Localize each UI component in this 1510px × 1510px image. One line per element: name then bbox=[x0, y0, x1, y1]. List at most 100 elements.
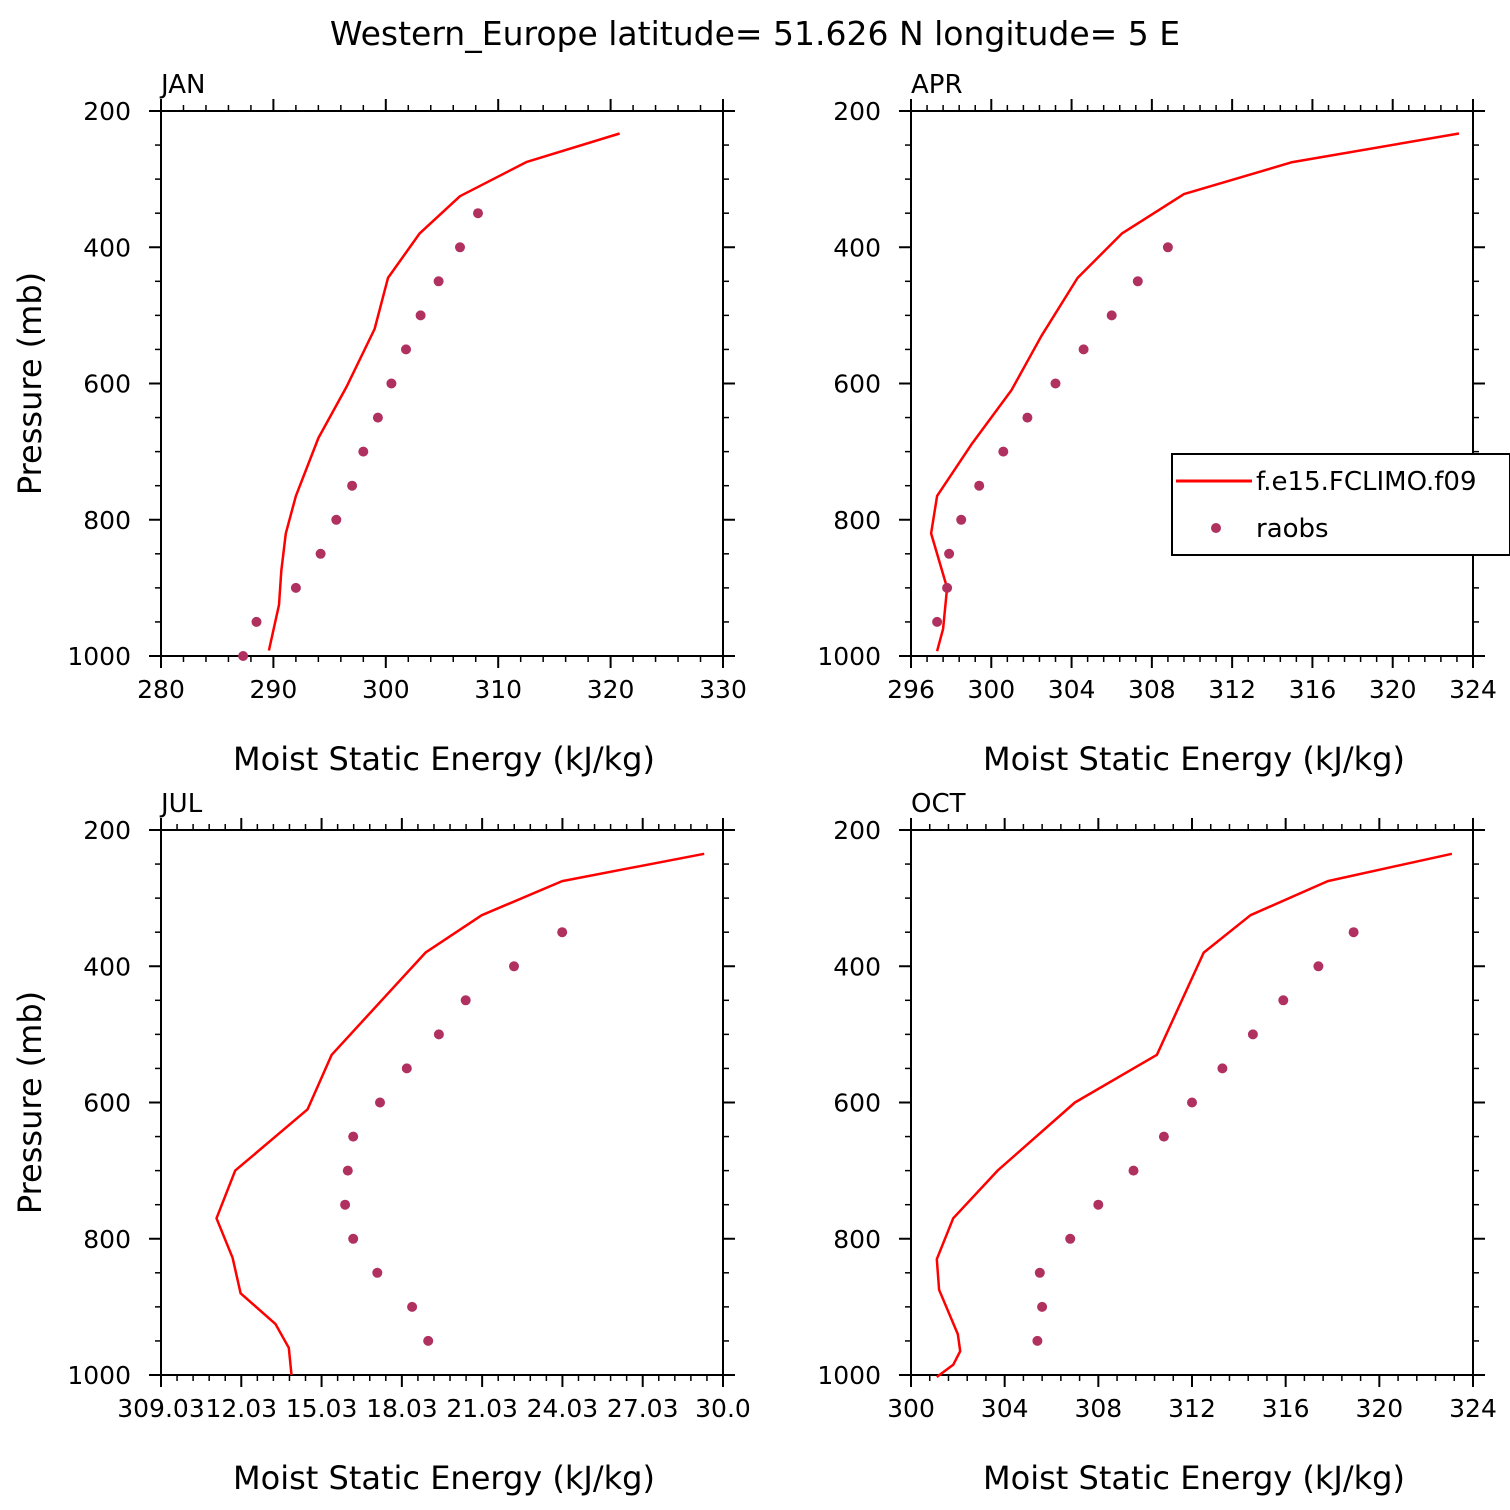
x-tick-label: 304 bbox=[1048, 675, 1096, 704]
obs-point bbox=[944, 548, 955, 559]
panel-title: OCT bbox=[911, 789, 966, 819]
obs-point bbox=[557, 927, 568, 938]
y-tick-label: 800 bbox=[83, 1225, 131, 1254]
obs-point bbox=[415, 310, 426, 321]
x-tick-label: 330 bbox=[699, 675, 747, 704]
y-tick-label: 200 bbox=[83, 97, 131, 126]
obs-point bbox=[1050, 378, 1061, 389]
obs-point bbox=[372, 1267, 383, 1278]
x-tick-label: 320 bbox=[1369, 675, 1417, 704]
obs-point bbox=[342, 1165, 353, 1176]
x-tick-label: 312 bbox=[1208, 675, 1256, 704]
y-tick-label: 400 bbox=[833, 952, 881, 981]
obs-point bbox=[433, 276, 444, 287]
obs-point bbox=[1032, 1335, 1043, 1346]
obs-point bbox=[407, 1301, 418, 1312]
y-tick-label: 1000 bbox=[817, 1361, 881, 1390]
x-tick-label: 320 bbox=[1355, 1394, 1403, 1423]
y-tick-label: 1000 bbox=[817, 642, 881, 671]
obs-point bbox=[509, 961, 519, 972]
obs-point bbox=[1162, 242, 1173, 253]
obs-point bbox=[1132, 276, 1143, 287]
model-series-line bbox=[267, 132, 620, 651]
obs-point bbox=[1128, 1165, 1139, 1176]
legend-model-label: f.e15.FCLIMO.f09 bbox=[1256, 467, 1476, 497]
obs-point bbox=[1187, 1097, 1197, 1108]
x-axis-label: Moist Static Energy (kJ/kg) bbox=[233, 1459, 655, 1497]
obs-point bbox=[1034, 1267, 1045, 1278]
obs-point bbox=[1217, 1063, 1228, 1074]
panels: JAN 280 290 300 310 320 330 200 400 600 800 1000 Moi… bbox=[11, 70, 1497, 1497]
obs-point bbox=[1278, 995, 1289, 1006]
y-tick-label: 1000 bbox=[67, 642, 131, 671]
panel-title: APR bbox=[911, 70, 963, 100]
obs-point bbox=[1348, 927, 1359, 938]
y-tick-label: 200 bbox=[83, 816, 131, 845]
y-axis-label: Pressure (mb) bbox=[11, 272, 49, 495]
panel-oct: OCT 300 304 308 312 316 320 324 200 400 600 800 1000… bbox=[817, 789, 1496, 1497]
x-tick-label: 324 bbox=[1449, 675, 1497, 704]
obs-point bbox=[455, 242, 465, 253]
y-tick-label: 1000 bbox=[67, 1361, 131, 1390]
obs-point bbox=[1158, 1131, 1169, 1142]
obs-point bbox=[1037, 1301, 1048, 1312]
obs-point bbox=[1078, 344, 1089, 355]
y-axis-label: Pressure (mb) bbox=[11, 991, 49, 1214]
y-tick-label: 200 bbox=[833, 816, 881, 845]
x-tick-label: 308 bbox=[1128, 675, 1176, 704]
x-tick-label: 324 bbox=[1449, 1394, 1497, 1423]
figure-title: Western_Europe latitude= 51.626 N longit… bbox=[330, 14, 1180, 53]
legend: f.e15.FCLIMO.f09 raobs bbox=[1171, 453, 1510, 556]
y-tick-label: 400 bbox=[83, 233, 131, 262]
obs-point bbox=[1065, 1233, 1076, 1244]
obs-point bbox=[974, 480, 985, 491]
obs-point bbox=[932, 616, 943, 627]
panel-jul: JUL 309.03 12.03 15.03 18.03 21.03 24.03 27.03 3… bbox=[11, 789, 751, 1497]
obs-point bbox=[340, 1199, 351, 1210]
obs-point bbox=[423, 1335, 434, 1346]
x-tick-label: 296 bbox=[887, 675, 935, 704]
x-axis-label: Moist Static Energy (kJ/kg) bbox=[233, 740, 655, 778]
x-tick-label: 21.03 bbox=[446, 1394, 518, 1423]
panel-apr: APR 296 300 304 308 312 316 320 324 200 400 600 800 1… bbox=[817, 70, 1496, 778]
obs-point bbox=[473, 208, 483, 219]
y-tick-label: 600 bbox=[83, 370, 131, 399]
obs-point bbox=[1247, 1029, 1258, 1040]
obs-point bbox=[331, 514, 342, 525]
x-tick-label: 300 bbox=[362, 675, 410, 704]
model-series-line bbox=[215, 852, 705, 1376]
x-tick-label: 300 bbox=[967, 675, 1015, 704]
obs-point bbox=[348, 1131, 359, 1142]
model-series-line bbox=[935, 852, 1453, 1379]
x-tick-label: 309.03 bbox=[117, 1394, 204, 1423]
obs-point bbox=[998, 446, 1009, 457]
y-tick-label: 800 bbox=[833, 506, 881, 535]
y-tick-label: 400 bbox=[833, 233, 881, 262]
y-tick-label: 600 bbox=[83, 1089, 131, 1118]
x-tick-label: 304 bbox=[981, 1394, 1029, 1423]
obs-point bbox=[1106, 310, 1117, 321]
x-axis-label: Moist Static Energy (kJ/kg) bbox=[983, 1459, 1405, 1497]
obs-point bbox=[942, 582, 953, 593]
x-tick-label: 316 bbox=[1289, 675, 1337, 704]
obs-point bbox=[1022, 412, 1033, 423]
x-tick-label: 18.03 bbox=[366, 1394, 438, 1423]
y-tick-label: 400 bbox=[83, 952, 131, 981]
obs-point bbox=[375, 1097, 385, 1108]
x-tick-label: 300 bbox=[887, 1394, 935, 1423]
y-tick-label: 800 bbox=[83, 506, 131, 535]
panel-title: JUL bbox=[159, 789, 203, 819]
obs-point bbox=[401, 1063, 412, 1074]
x-tick-label: 320 bbox=[587, 675, 635, 704]
y-tick-label: 600 bbox=[833, 370, 881, 399]
x-tick-label: 30.0 bbox=[695, 1394, 751, 1423]
x-tick-label: 312 bbox=[1168, 1394, 1216, 1423]
x-tick-label: 308 bbox=[1074, 1394, 1122, 1423]
panel-jan: JAN 280 290 300 310 320 330 200 400 600 800 1000 Moi… bbox=[11, 70, 747, 778]
legend-obs-label: raobs bbox=[1256, 514, 1329, 544]
legend-obs-swatch bbox=[1211, 523, 1221, 533]
x-tick-label: 316 bbox=[1262, 1394, 1310, 1423]
obs-point bbox=[460, 995, 471, 1006]
